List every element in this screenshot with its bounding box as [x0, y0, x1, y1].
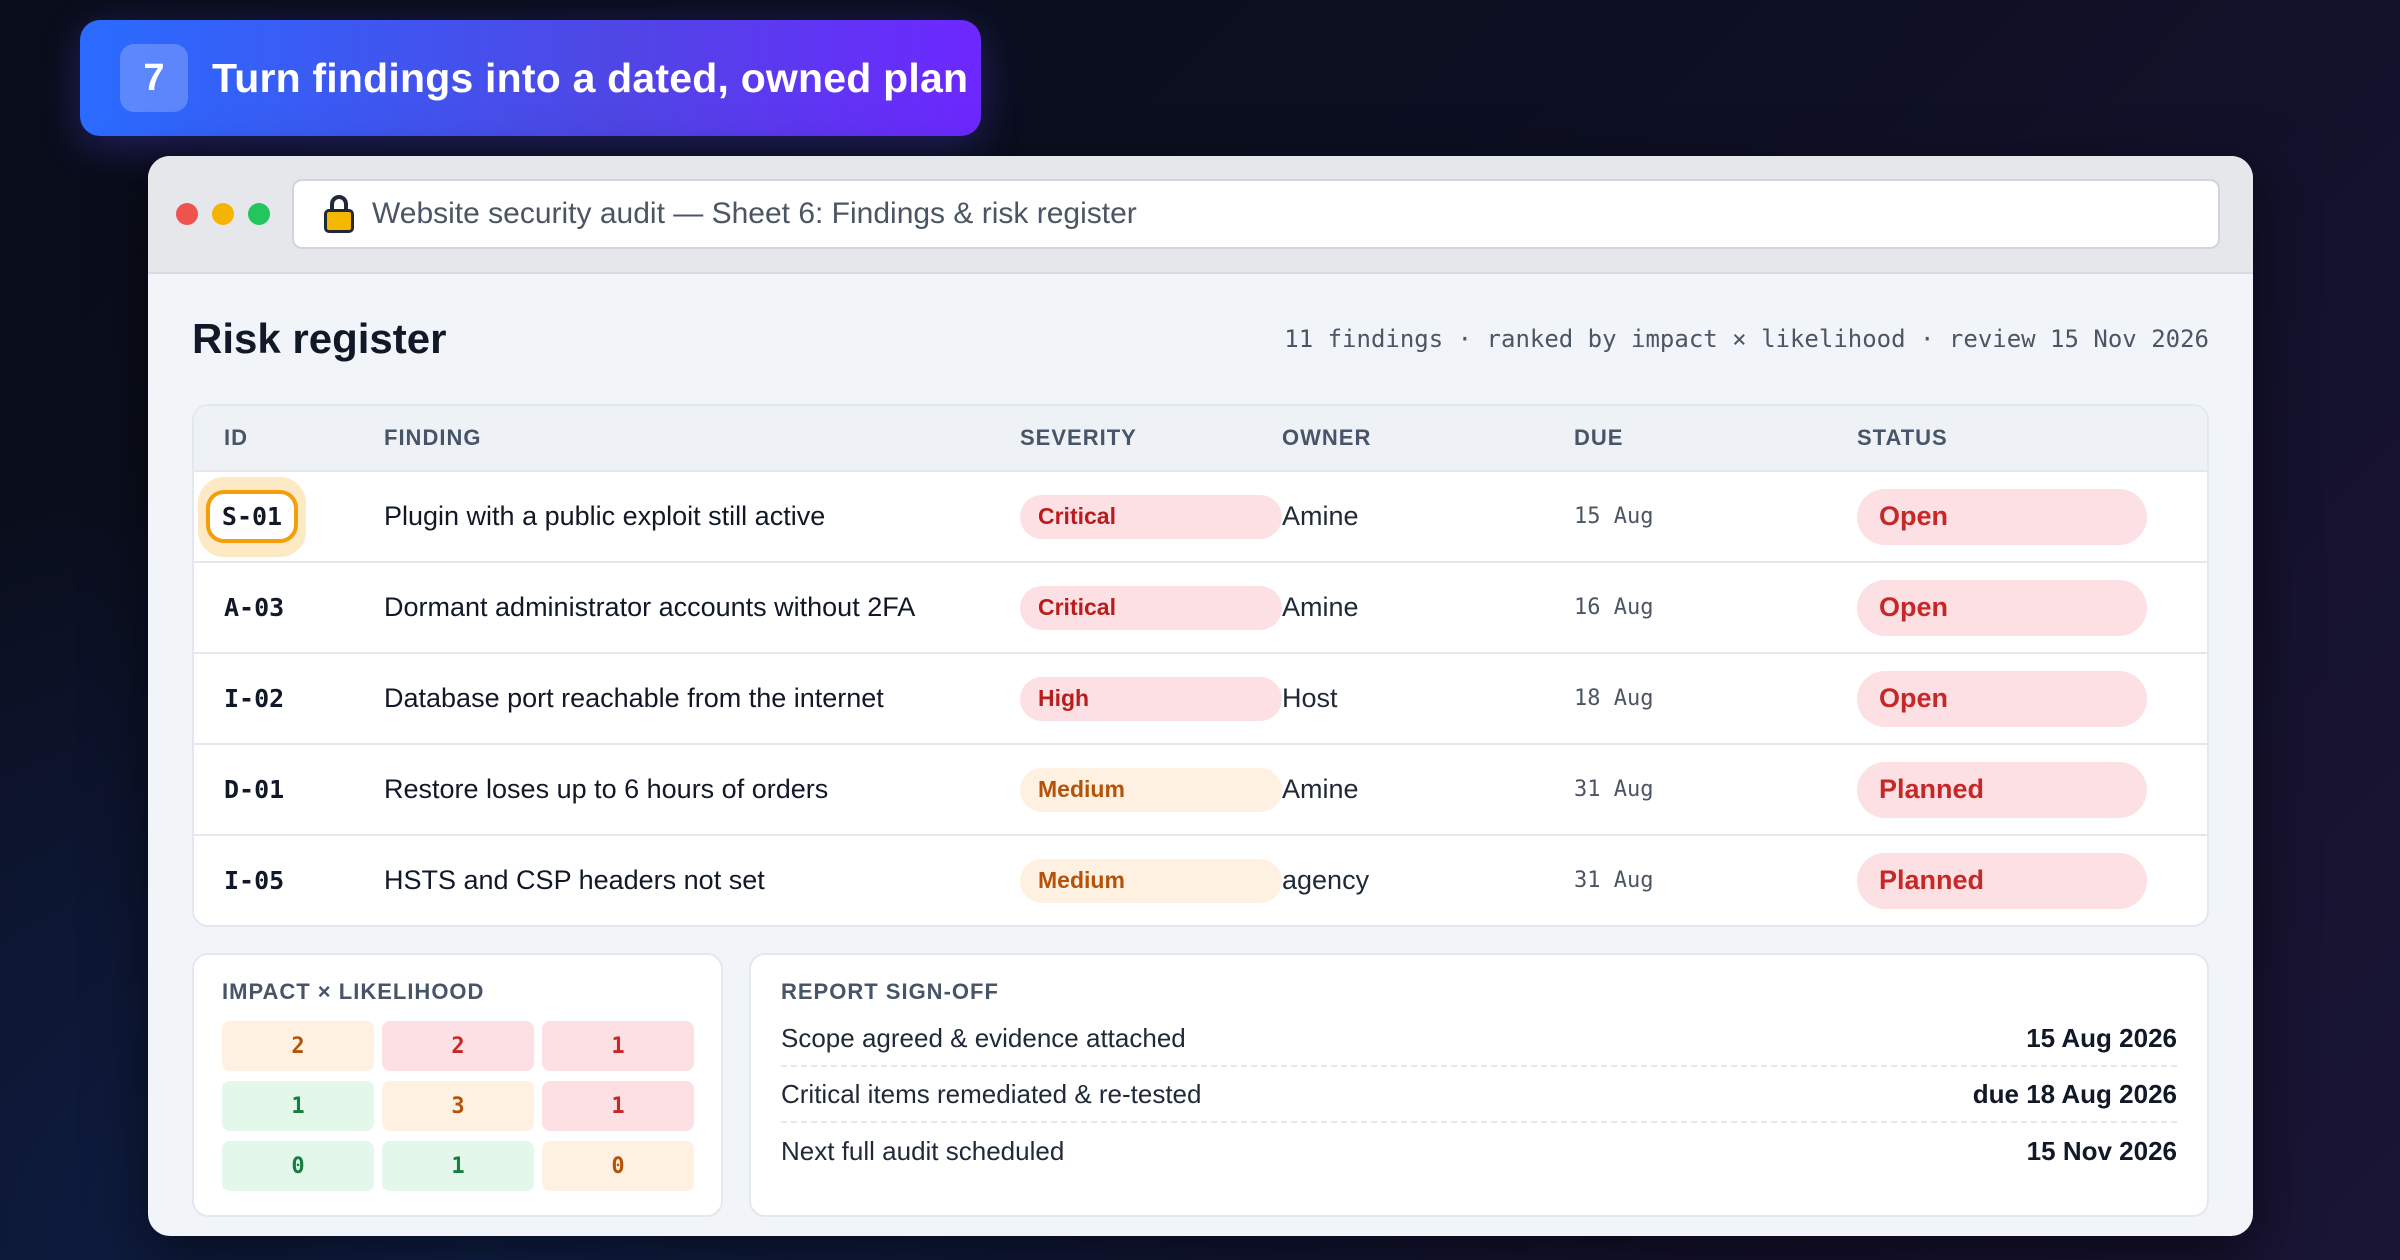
status-badge[interactable]: Open — [1857, 579, 2147, 636]
finding-id[interactable]: S-01 — [205, 490, 299, 543]
signoff-date: due 18 Aug 2026 — [1972, 1078, 2177, 1109]
matrix-grid: 2 2 1 1 3 1 0 1 0 — [222, 1021, 694, 1191]
due-date: 15 Aug — [1574, 504, 1654, 529]
signoff-item: Critical items remediated & re-tested du… — [781, 1067, 2177, 1123]
matrix-cell: 1 — [542, 1021, 694, 1071]
column-header-id[interactable]: ID — [224, 425, 248, 450]
severity-badge: Medium — [1020, 858, 1282, 903]
page-meta: 11 findings · ranked by impact × likelih… — [1284, 325, 2209, 353]
matrix-cell: 2 — [222, 1021, 374, 1071]
column-header-finding[interactable]: FINDING — [384, 425, 482, 450]
severity-badge: Medium — [1020, 767, 1282, 812]
owner-text: agency — [1282, 865, 1370, 895]
selected-id-highlight: S-01 — [198, 476, 306, 557]
owner-text: Amine — [1282, 592, 1359, 622]
table-row[interactable]: A-03 Dormant administrator accounts with… — [194, 561, 2207, 652]
step-number: 7 — [120, 44, 188, 112]
severity-badge: High — [1020, 676, 1282, 721]
matrix-title: IMPACT × LIKELIHOOD — [222, 979, 485, 1004]
finding-text: Restore loses up to 6 hours of orders — [384, 774, 829, 804]
close-window-button[interactable] — [176, 203, 198, 225]
address-bar-text: Website security audit — Sheet 6: Findin… — [372, 197, 1137, 230]
matrix-cell: 1 — [382, 1141, 534, 1191]
page-title: Risk register — [192, 315, 447, 362]
severity-badge: Critical — [1020, 585, 1282, 630]
due-date: 18 Aug — [1574, 686, 1654, 711]
report-signoff: REPORT SIGN-OFF Scope agreed & evidence … — [749, 953, 2209, 1217]
signoff-label: Next full audit scheduled — [781, 1135, 1065, 1166]
owner-text: Amine — [1282, 501, 1359, 531]
due-date: 16 Aug — [1574, 595, 1654, 620]
window-titlebar: Website security audit — Sheet 6: Findin… — [148, 156, 2253, 274]
matrix-cell: 2 — [382, 1021, 534, 1071]
bottom-panels: IMPACT × LIKELIHOOD 2 2 1 1 3 1 0 1 0 RE… — [192, 953, 2209, 1217]
status-badge[interactable]: Planned — [1857, 761, 2147, 818]
finding-text: Database port reachable from the interne… — [384, 683, 884, 713]
table-row[interactable]: S-01 Plugin with a public exploit still … — [194, 470, 2207, 561]
matrix-cell: 0 — [542, 1141, 694, 1191]
table-row[interactable]: D-01 Restore loses up to 6 hours of orde… — [194, 743, 2207, 834]
owner-text: Amine — [1282, 774, 1359, 804]
finding-id: D-01 — [224, 775, 285, 804]
minimize-window-button[interactable] — [212, 203, 234, 225]
signoff-date: 15 Nov 2026 — [2026, 1135, 2177, 1166]
due-date: 31 Aug — [1574, 777, 1654, 802]
lock-icon — [324, 195, 354, 233]
table-row[interactable]: I-02 Database port reachable from the in… — [194, 652, 2207, 743]
table-row[interactable]: I-05 HSTS and CSP headers not set Medium… — [194, 834, 2207, 925]
step-title: Turn findings into a dated, owned plan — [212, 54, 969, 101]
signoff-item: Scope agreed & evidence attached 15 Aug … — [781, 1011, 2177, 1067]
matrix-cell: 1 — [542, 1081, 694, 1131]
maximize-window-button[interactable] — [248, 203, 270, 225]
status-badge[interactable]: Planned — [1857, 852, 2147, 909]
signoff-title: REPORT SIGN-OFF — [781, 979, 999, 1004]
risk-table: ID FINDING SEVERITY OWNER DUE STATUS S-0… — [192, 404, 2209, 927]
matrix-cell: 3 — [382, 1081, 534, 1131]
finding-id: I-02 — [224, 684, 285, 713]
signoff-label: Critical items remediated & re-tested — [781, 1078, 1202, 1109]
table-header: ID FINDING SEVERITY OWNER DUE STATUS — [194, 406, 2207, 470]
step-banner: 7 Turn findings into a dated, owned plan — [80, 20, 981, 136]
page-header: Risk register 11 findings · ranked by im… — [192, 274, 2209, 404]
owner-text: Host — [1282, 683, 1338, 713]
status-badge[interactable]: Open — [1857, 670, 2147, 727]
finding-id: A-03 — [224, 593, 285, 622]
matrix-cell: 0 — [222, 1141, 374, 1191]
column-header-due[interactable]: DUE — [1574, 425, 1624, 450]
finding-id: I-05 — [224, 866, 285, 895]
matrix-cell: 1 — [222, 1081, 374, 1131]
signoff-item: Next full audit scheduled 15 Nov 2026 — [781, 1123, 2177, 1179]
impact-likelihood-matrix: IMPACT × LIKELIHOOD 2 2 1 1 3 1 0 1 0 — [192, 953, 723, 1217]
signoff-date: 15 Aug 2026 — [2026, 1022, 2177, 1053]
main-content: Risk register 11 findings · ranked by im… — [148, 274, 2253, 1217]
column-header-status[interactable]: STATUS — [1857, 425, 1948, 450]
finding-text: HSTS and CSP headers not set — [384, 865, 765, 895]
signoff-label: Scope agreed & evidence attached — [781, 1022, 1186, 1053]
finding-text: Plugin with a public exploit still activ… — [384, 501, 826, 531]
column-header-owner[interactable]: OWNER — [1282, 425, 1372, 450]
browser-window: Website security audit — Sheet 6: Findin… — [148, 156, 2253, 1236]
column-header-severity[interactable]: SEVERITY — [1020, 425, 1137, 450]
address-bar[interactable]: Website security audit — Sheet 6: Findin… — [292, 179, 2220, 249]
finding-text: Dormant administrator accounts without 2… — [384, 592, 916, 622]
due-date: 31 Aug — [1574, 868, 1654, 893]
severity-badge: Critical — [1020, 494, 1282, 539]
status-badge[interactable]: Open — [1857, 488, 2147, 545]
